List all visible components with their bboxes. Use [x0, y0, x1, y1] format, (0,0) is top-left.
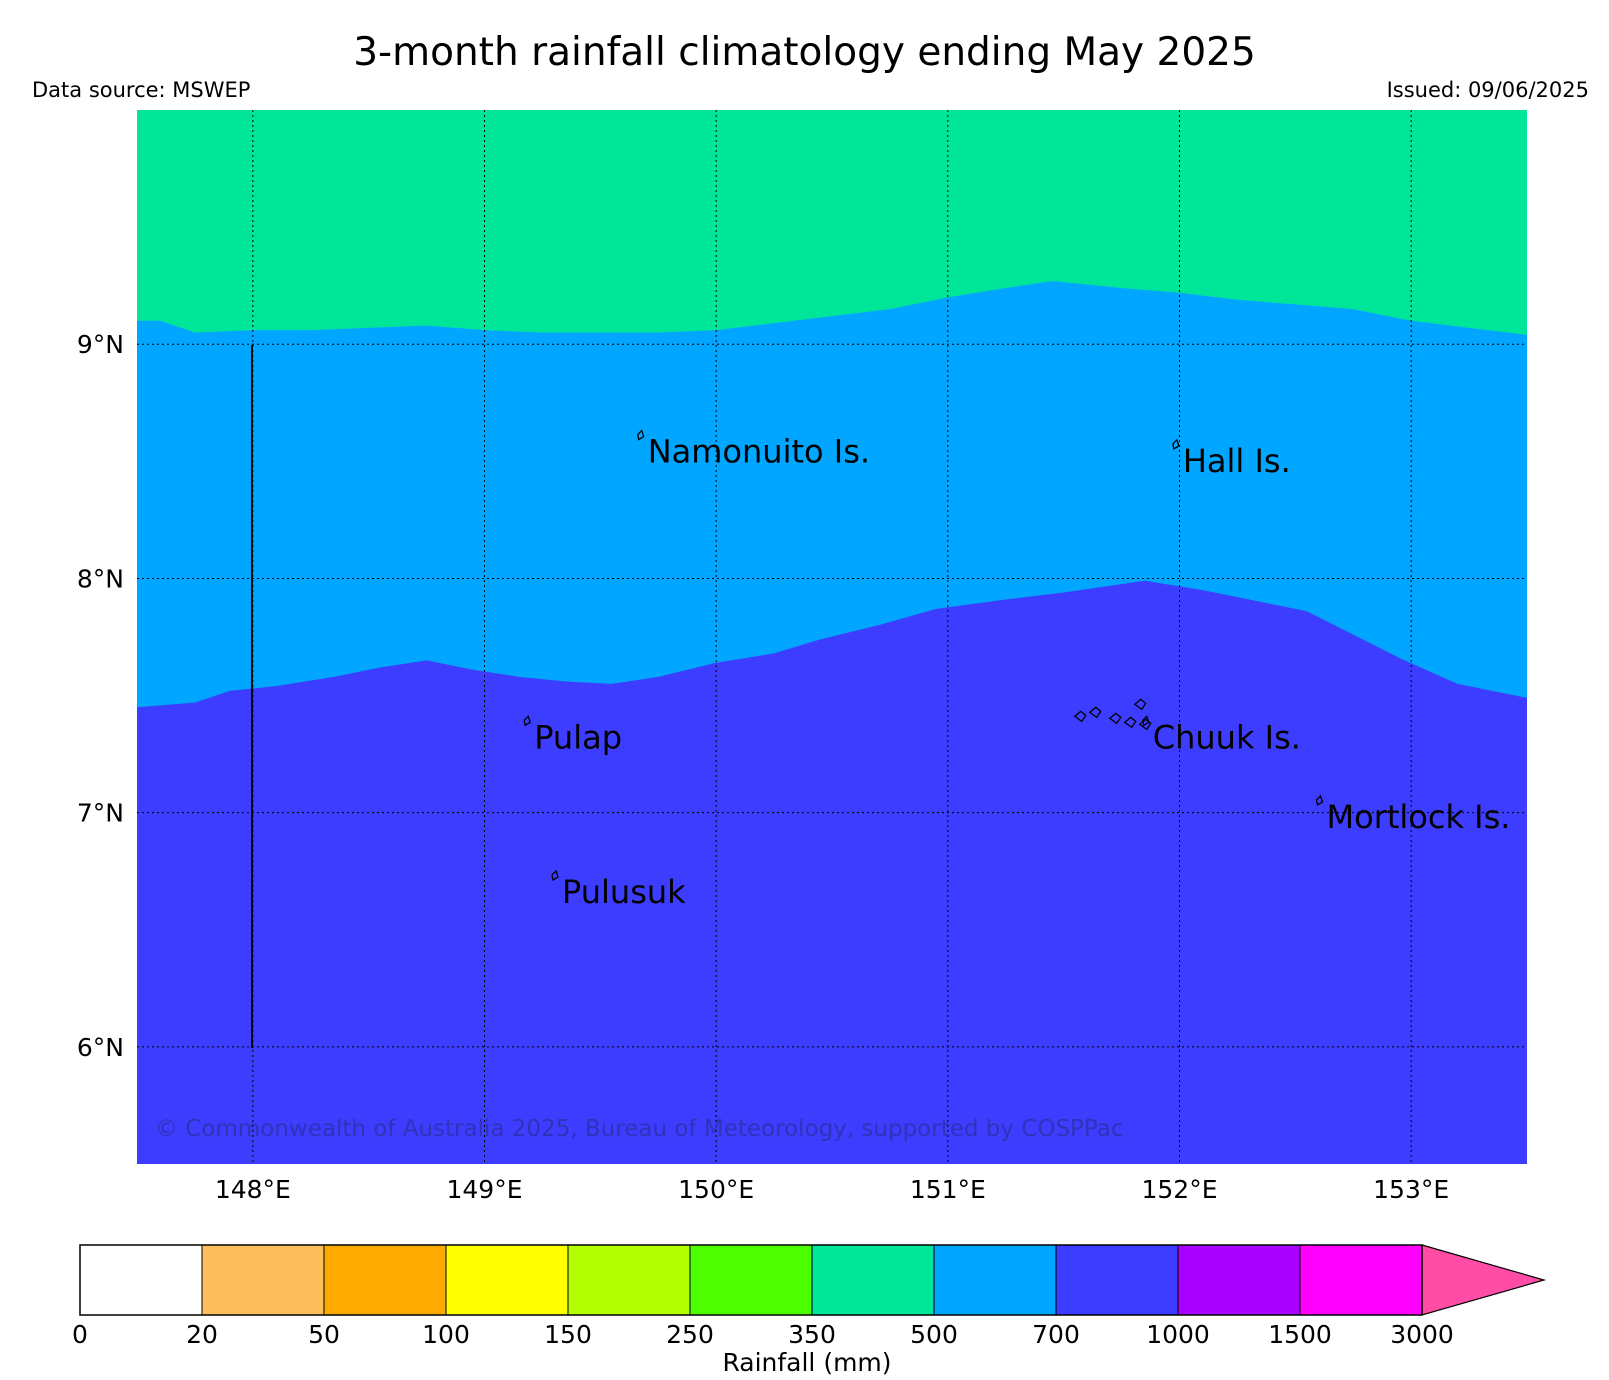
issued-date: Issued: 09/06/2025 — [1386, 78, 1589, 102]
legend-tick-label: 350 — [788, 1320, 836, 1349]
island-label: Pulap — [534, 718, 622, 756]
legend-frame — [79, 1244, 1423, 1316]
island-shape — [523, 715, 531, 727]
map-title: 3-month rainfall climatology ending May … — [353, 30, 1256, 75]
legend-swatch — [79, 1244, 203, 1316]
graticule — [137, 110, 1527, 1164]
lat-tick-label: 9°N — [77, 330, 124, 359]
legend-tick-label: 500 — [910, 1320, 958, 1349]
island-shape — [1172, 438, 1180, 450]
lon-tick-label: 151°E — [910, 1175, 986, 1204]
legend-tick-label: 150 — [544, 1320, 592, 1349]
legend-title: Rainfall (mm) — [722, 1348, 891, 1377]
legend-tick-label: 1500 — [1268, 1320, 1332, 1349]
islet-shape — [1123, 716, 1137, 729]
lon-tick-label: 150°E — [678, 1175, 754, 1204]
island-label: Chuuk Is. — [1153, 718, 1301, 756]
legend-swatch — [1177, 1244, 1301, 1316]
islands-layer: Namonuito Is. Hall Is. Pulap Chuuk Is. Mortl… — [523, 429, 1511, 911]
lon-tick-label: 153°E — [1373, 1175, 1449, 1204]
legend-extend-arrow — [1421, 1244, 1547, 1316]
legend-tick-label: 250 — [666, 1320, 714, 1349]
legend-tick-label: 700 — [1032, 1320, 1080, 1349]
lat-tick-label: 6°N — [77, 1033, 124, 1062]
legend-swatch — [1055, 1244, 1179, 1316]
islet-shape — [1073, 710, 1087, 723]
data-source: Data source: MSWEP — [32, 78, 251, 102]
island-label: Mortlock Is. — [1327, 798, 1511, 836]
legend-swatch — [323, 1244, 447, 1316]
legend-tick-label: 0 — [72, 1320, 88, 1349]
legend-tick-label: 3000 — [1390, 1320, 1454, 1349]
island-label: Namonuito Is. — [648, 433, 870, 471]
island-label: Hall Is. — [1183, 442, 1291, 480]
legend-swatch — [689, 1244, 813, 1316]
legend-tick-label: 20 — [186, 1320, 218, 1349]
legend-tick-label: 50 — [308, 1320, 340, 1349]
legend-swatch — [1299, 1244, 1423, 1316]
legend-swatch — [445, 1244, 569, 1316]
lon-tick-label: 148°E — [215, 1175, 291, 1204]
axis-ticks: 148°E 149°E 150°E 151°E 152°E 153°E 9°N 8°N 7°N 6… — [77, 330, 1449, 1204]
legend-swatch — [201, 1244, 325, 1316]
island-shape — [1315, 794, 1324, 807]
islet-shape — [1088, 706, 1102, 719]
island-label: Pulusuk — [562, 873, 686, 911]
legend-swatch — [567, 1244, 691, 1316]
islet-shape — [1108, 712, 1122, 725]
islet-shape — [1138, 718, 1152, 731]
lon-tick-label: 149°E — [446, 1175, 522, 1204]
legend-tick-label: 100 — [422, 1320, 470, 1349]
islet-shape — [1133, 698, 1147, 711]
island-shape — [637, 429, 645, 441]
rainfall-legend: 0 20 50 100 150 250 350 500 700 1000 1500 3000 — [72, 1244, 1547, 1349]
copyright-text: © Commonwealth of Australia 2025, Bureau… — [155, 1116, 1124, 1142]
legend-tick-label: 1000 — [1146, 1320, 1210, 1349]
legend-swatch — [811, 1244, 935, 1316]
lat-tick-label: 7°N — [77, 799, 124, 828]
lat-tick-label: 8°N — [77, 564, 124, 593]
rainfall-zones — [137, 110, 1527, 1164]
legend-swatch — [933, 1244, 1057, 1316]
island-shape — [551, 869, 559, 881]
lon-tick-label: 152°E — [1141, 1175, 1217, 1204]
zone-350-500 — [137, 110, 1527, 335]
